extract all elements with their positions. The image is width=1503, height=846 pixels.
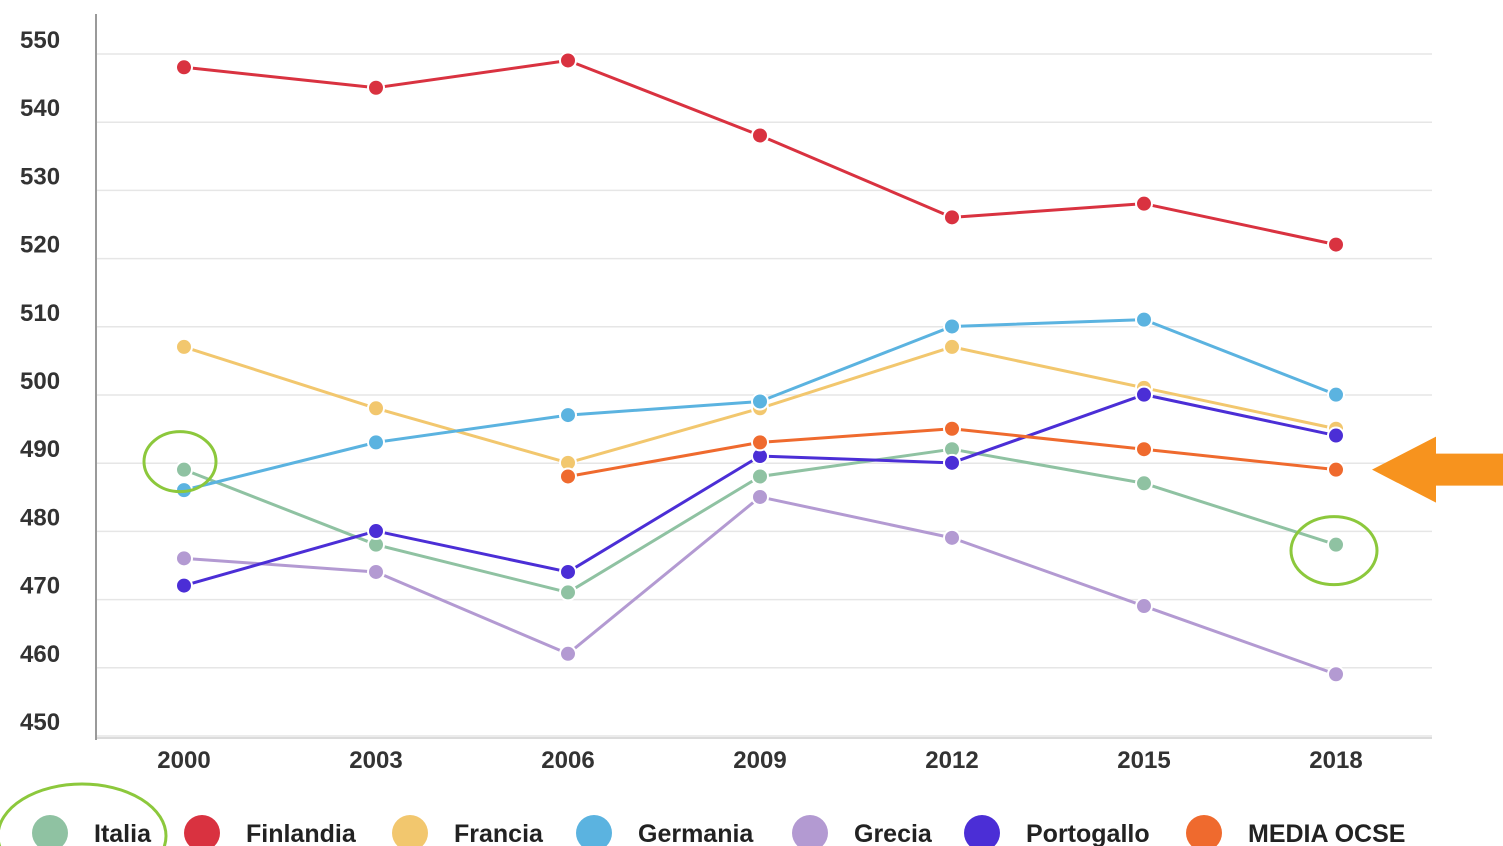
y-tick-label: 480 bbox=[20, 504, 60, 531]
y-tick-label: 470 bbox=[20, 573, 60, 600]
legend: Italia Finlandia Francia Germania Grecia Port… bbox=[32, 815, 1405, 846]
x-tick-label: 2015 bbox=[1117, 747, 1170, 774]
x-tick-label: 2009 bbox=[733, 747, 786, 774]
legend-label: Germania bbox=[638, 820, 754, 846]
x-tick-labels: 2000 2003 2006 2009 2012 2015 2018 bbox=[157, 747, 1362, 774]
y-tick-label: 530 bbox=[20, 163, 60, 190]
data-point bbox=[1135, 474, 1153, 493]
data-point bbox=[1135, 194, 1153, 213]
legend-label: Francia bbox=[454, 820, 544, 846]
data-point bbox=[175, 576, 193, 595]
highlight-circle-italia-2000 bbox=[142, 430, 218, 494]
x-tick-label: 2000 bbox=[157, 747, 210, 774]
series-lines bbox=[183, 58, 1337, 676]
annotations bbox=[0, 430, 1503, 846]
data-point bbox=[367, 78, 385, 97]
data-point bbox=[367, 522, 385, 541]
data-point bbox=[559, 406, 577, 425]
data-point bbox=[943, 453, 961, 472]
data-point bbox=[175, 460, 193, 479]
highlight-circle-legend-italia bbox=[0, 782, 168, 846]
data-point bbox=[1135, 597, 1153, 616]
y-tick-label: 520 bbox=[20, 232, 60, 259]
y-tick-label: 540 bbox=[20, 95, 60, 122]
data-point bbox=[751, 487, 769, 506]
data-point bbox=[1327, 426, 1345, 445]
x-tick-label: 2006 bbox=[541, 747, 594, 774]
series-line-grecia bbox=[183, 495, 1337, 676]
series-points bbox=[175, 51, 1345, 684]
y-tick-labels: 550 540 530 520 510 500 490 480 470 460 450 bbox=[20, 27, 60, 736]
data-point bbox=[559, 644, 577, 663]
y-tick-label: 460 bbox=[20, 641, 60, 668]
data-point bbox=[943, 419, 961, 438]
series-line-finlandia bbox=[183, 58, 1337, 247]
data-point bbox=[559, 583, 577, 602]
data-point bbox=[175, 337, 193, 356]
data-point bbox=[1327, 535, 1345, 554]
data-point bbox=[367, 433, 385, 452]
highlight-circle-italia-2018 bbox=[1289, 515, 1379, 587]
y-tick-label: 550 bbox=[20, 27, 60, 54]
data-point bbox=[943, 208, 961, 227]
legend-swatch bbox=[576, 815, 612, 846]
data-point bbox=[943, 317, 961, 336]
legend-swatch bbox=[32, 815, 68, 846]
legend-swatch bbox=[184, 815, 220, 846]
data-point bbox=[1327, 460, 1345, 479]
y-tick-label: 490 bbox=[20, 436, 60, 463]
data-point bbox=[943, 337, 961, 356]
data-point bbox=[943, 528, 961, 547]
data-point bbox=[367, 399, 385, 418]
legend-label: Portogallo bbox=[1026, 820, 1150, 846]
legend-label: Italia bbox=[94, 820, 152, 846]
legend-swatch bbox=[1186, 815, 1222, 846]
y-tick-label: 450 bbox=[20, 709, 60, 736]
x-tick-label: 2012 bbox=[925, 747, 978, 774]
arrow-annotation bbox=[1372, 436, 1503, 503]
data-point bbox=[1135, 385, 1153, 404]
legend-swatch bbox=[964, 815, 1000, 846]
data-point bbox=[1327, 235, 1345, 254]
data-point bbox=[751, 126, 769, 145]
y-tick-label: 510 bbox=[20, 300, 60, 327]
data-point bbox=[751, 392, 769, 411]
x-tick-label: 2018 bbox=[1309, 747, 1362, 774]
legend-label: Finlandia bbox=[246, 820, 357, 846]
data-point bbox=[559, 467, 577, 486]
data-point bbox=[559, 562, 577, 581]
x-tick-label: 2003 bbox=[349, 747, 402, 774]
y-tick-label: 500 bbox=[20, 368, 60, 395]
data-point bbox=[1327, 385, 1345, 404]
data-point bbox=[751, 433, 769, 452]
data-point bbox=[1135, 440, 1153, 459]
data-point bbox=[1135, 310, 1153, 329]
data-point bbox=[751, 467, 769, 486]
data-point bbox=[1327, 665, 1345, 684]
legend-swatch bbox=[792, 815, 828, 846]
data-point bbox=[559, 51, 577, 70]
legend-label: MEDIA OCSE bbox=[1248, 820, 1405, 846]
data-point bbox=[367, 562, 385, 581]
data-point bbox=[175, 549, 193, 568]
legend-swatch bbox=[392, 815, 428, 846]
data-point bbox=[175, 58, 193, 77]
legend-label: Grecia bbox=[854, 820, 933, 846]
